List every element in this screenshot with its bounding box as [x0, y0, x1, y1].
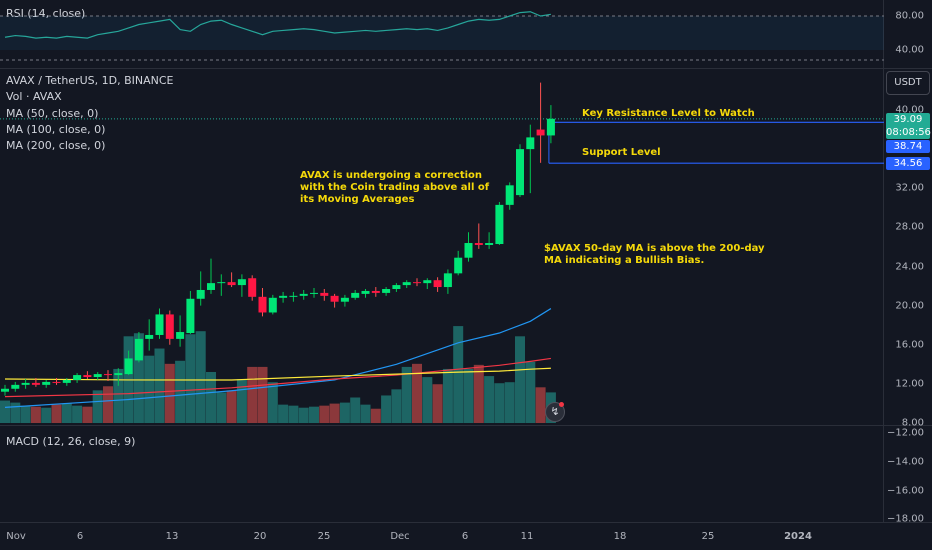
- flash-icon[interactable]: ↯: [545, 402, 565, 422]
- correction-line: AVAX is undergoing a correction: [300, 170, 483, 181]
- macd-label: MACD (12, 26, close, 9): [6, 435, 136, 448]
- rsi-separator: [0, 68, 932, 69]
- correction-line: with the Coin trading above all of: [300, 182, 490, 193]
- rsi-tick-40: 40.00: [895, 44, 924, 56]
- resistance-annotation[interactable]: Key Resistance Level to Watch: [582, 108, 755, 119]
- time-tick: 20: [253, 531, 267, 542]
- bias-annotation[interactable]: $AVAX 50-day MA is above the 200-day MA …: [544, 243, 765, 267]
- time-tick: 13: [165, 531, 179, 542]
- macd-tick-18: −18.00: [886, 513, 924, 525]
- price-tick: 12.00: [895, 378, 924, 390]
- price-tick: 28.00: [895, 221, 924, 233]
- rsi-tick-80: 80.00: [895, 10, 924, 22]
- time-tick: Nov: [6, 531, 26, 542]
- macd-tick-16: −16.00: [886, 485, 924, 497]
- macd-tick-14: −14.00: [886, 456, 924, 468]
- time-tick: 2024: [784, 531, 812, 542]
- support-annotation[interactable]: Support Level: [582, 147, 661, 158]
- volume-label[interactable]: Vol · AVAX: [6, 90, 62, 103]
- currency-button[interactable]: USDT: [886, 71, 930, 95]
- main-pane[interactable]: AVAX / TetherUS, 1D, BINANCE Vol · AVAX …: [0, 69, 884, 425]
- correction-line: its Moving Averages: [300, 194, 415, 205]
- last-price-tag: 39.09 08:08:56: [886, 113, 931, 139]
- price-tick: 8.00: [901, 417, 924, 429]
- ma100-label[interactable]: MA (100, close, 0): [6, 123, 106, 136]
- support-tag: 34.56: [886, 157, 930, 170]
- rsi-label: RSI (14, close): [6, 7, 86, 20]
- bias-line: MA indicating a Bullish Bias.: [544, 255, 705, 266]
- time-tick: 11: [520, 531, 534, 542]
- alert-dot-icon: [559, 402, 564, 407]
- ma50-label[interactable]: MA (50, close, 0): [6, 107, 99, 120]
- correction-annotation[interactable]: AVAX is undergoing a correction with the…: [300, 170, 489, 206]
- time-tick: 6: [76, 531, 84, 542]
- macd-separator: [0, 425, 932, 426]
- last-price-value: 39.09: [893, 114, 923, 125]
- macd-tick-12: −12.00: [886, 427, 924, 439]
- price-tick: 24.00: [895, 261, 924, 272]
- price-tick: 40.00: [895, 104, 924, 116]
- time-tick: 25: [701, 531, 715, 542]
- countdown: 08:08:56: [886, 127, 931, 138]
- price-axis[interactable]: [883, 0, 932, 522]
- price-tick: 16.00: [895, 339, 924, 351]
- ma200-label[interactable]: MA (200, close, 0): [6, 139, 106, 152]
- bias-line: $AVAX 50-day MA is above the 200-day: [544, 243, 765, 254]
- symbol-label[interactable]: AVAX / TetherUS, 1D, BINANCE: [6, 74, 174, 87]
- price-tick: 32.00: [895, 182, 924, 194]
- time-tick: 18: [613, 531, 627, 542]
- rsi-pane[interactable]: RSI (14, close): [0, 0, 884, 67]
- time-axis-separator: [0, 522, 932, 523]
- time-tick: Dec: [390, 531, 410, 542]
- price-tick: 20.00: [895, 300, 924, 312]
- time-tick: 25: [317, 531, 331, 542]
- time-tick: 6: [461, 531, 469, 542]
- resistance-tag: 38.74: [886, 140, 930, 153]
- macd-pane[interactable]: MACD (12, 26, close, 9): [0, 426, 884, 521]
